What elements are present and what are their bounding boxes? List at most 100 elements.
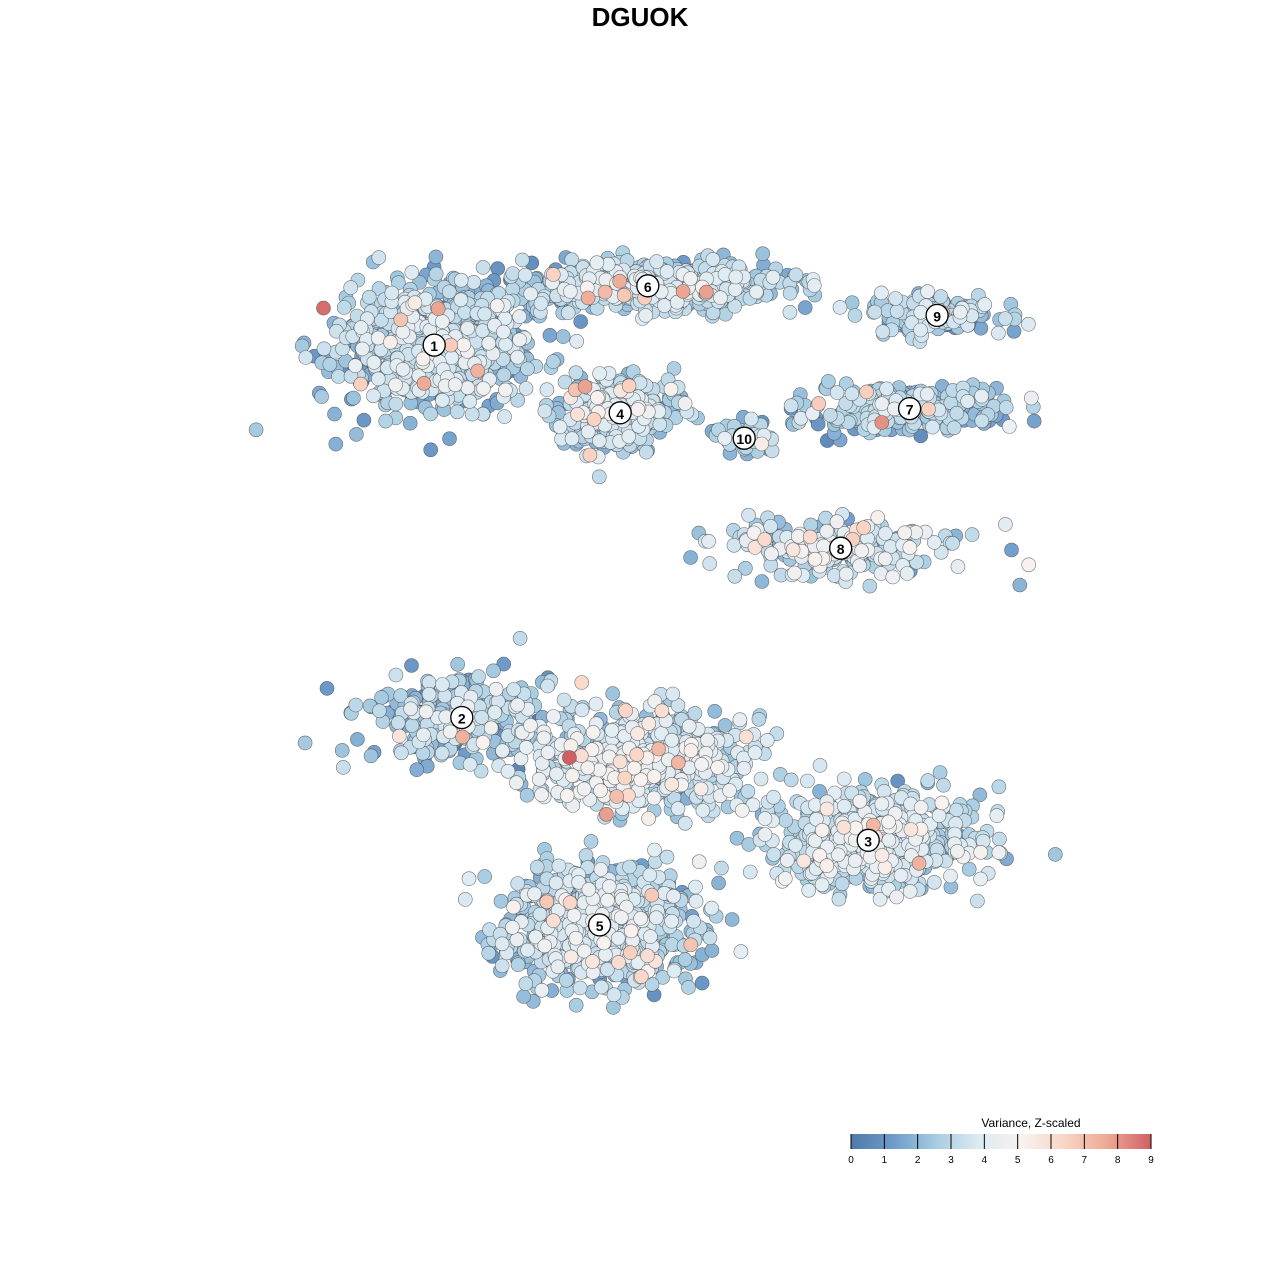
cell-point xyxy=(932,765,948,780)
cell-point xyxy=(466,274,482,290)
cell-point xyxy=(497,409,512,424)
cell-point xyxy=(374,690,389,705)
cell-point xyxy=(766,847,782,862)
cell-point xyxy=(540,678,556,694)
cell-point xyxy=(920,773,936,788)
cell-point xyxy=(583,834,599,849)
cell-point xyxy=(754,574,770,589)
cell-point xyxy=(423,442,439,458)
cell-point xyxy=(657,298,672,313)
cell-point xyxy=(889,889,904,905)
cell-point xyxy=(559,972,574,988)
cell-point xyxy=(442,431,457,447)
cell-point xyxy=(960,393,975,409)
cell-point xyxy=(647,842,662,858)
cell-point xyxy=(534,982,550,998)
cell-point xyxy=(605,686,621,701)
cell-point xyxy=(371,250,387,265)
cell-point xyxy=(322,357,338,372)
cell-point xyxy=(428,266,444,282)
cell-point xyxy=(899,566,915,581)
cell-point xyxy=(353,320,369,335)
cell-point xyxy=(913,428,929,444)
cell-point xyxy=(388,396,404,412)
cell-point xyxy=(664,937,680,952)
cell-point xyxy=(831,891,847,907)
cell-point xyxy=(977,297,993,312)
cell-point xyxy=(423,406,438,422)
cell-point xyxy=(462,394,478,409)
cell-point xyxy=(992,831,1007,847)
cell-point xyxy=(874,285,889,301)
cell-point xyxy=(460,321,475,336)
cell-point xyxy=(378,413,394,429)
cell-point xyxy=(902,884,918,899)
cell-point xyxy=(677,396,693,411)
cell-point xyxy=(403,701,419,717)
cell-point xyxy=(874,396,890,412)
cell-point xyxy=(1021,316,1036,332)
cell-point xyxy=(659,849,675,865)
cell-point xyxy=(517,267,533,283)
cell-point xyxy=(601,879,617,894)
cell-point xyxy=(363,748,379,764)
cell-point xyxy=(540,745,556,760)
cell-point xyxy=(973,871,988,887)
cell-point xyxy=(764,546,779,562)
cell-point xyxy=(366,388,381,404)
cell-point xyxy=(925,419,940,435)
cell-point xyxy=(638,308,654,323)
cell-point xyxy=(783,772,799,788)
cell-point xyxy=(688,893,704,909)
cell-point xyxy=(740,784,756,799)
cell-point xyxy=(974,413,990,429)
cell-point xyxy=(691,854,707,870)
cell-point xyxy=(945,535,960,551)
cell-point xyxy=(500,763,516,779)
cell-point xyxy=(757,827,773,842)
cell-point xyxy=(736,760,752,776)
cell-point xyxy=(350,732,365,747)
cell-point xyxy=(893,868,909,883)
cell-point xyxy=(950,559,966,574)
cell-point xyxy=(778,813,794,828)
cell-point xyxy=(591,433,607,449)
cell-point xyxy=(991,779,1007,795)
cell-point xyxy=(434,314,450,329)
cell-point xyxy=(829,385,845,400)
cell-point xyxy=(974,388,989,404)
cell-point xyxy=(877,551,893,567)
cell-point xyxy=(461,871,477,887)
cell-point xyxy=(659,264,675,279)
cell-point xyxy=(964,527,980,542)
cell-point xyxy=(702,930,718,946)
cell-point xyxy=(450,656,466,672)
cell-point xyxy=(594,979,609,995)
cell-point xyxy=(933,289,949,304)
cell-point xyxy=(683,550,698,565)
cell-point xyxy=(395,324,411,340)
cell-point xyxy=(943,868,958,884)
cell-point xyxy=(726,537,742,553)
cell-point xyxy=(588,696,604,712)
cell-point xyxy=(319,681,335,696)
cell-point xyxy=(402,415,418,431)
cell-point xyxy=(919,386,935,402)
cell-point xyxy=(481,335,497,351)
cell-point xyxy=(857,772,873,787)
cell-point xyxy=(248,422,264,438)
cell-point xyxy=(449,404,465,420)
cell-point xyxy=(536,730,552,746)
cell-point xyxy=(621,429,637,444)
cell-point xyxy=(395,361,411,377)
cell-point xyxy=(592,366,607,381)
cell-point xyxy=(890,773,906,789)
chart-title: DGUOK xyxy=(591,2,689,32)
cell-point xyxy=(464,406,480,422)
cell-point xyxy=(666,963,682,979)
cell-point xyxy=(519,787,535,803)
cell-point xyxy=(920,284,935,299)
cell-point xyxy=(416,727,431,743)
cell-point xyxy=(702,556,718,571)
cell-point xyxy=(316,341,332,357)
